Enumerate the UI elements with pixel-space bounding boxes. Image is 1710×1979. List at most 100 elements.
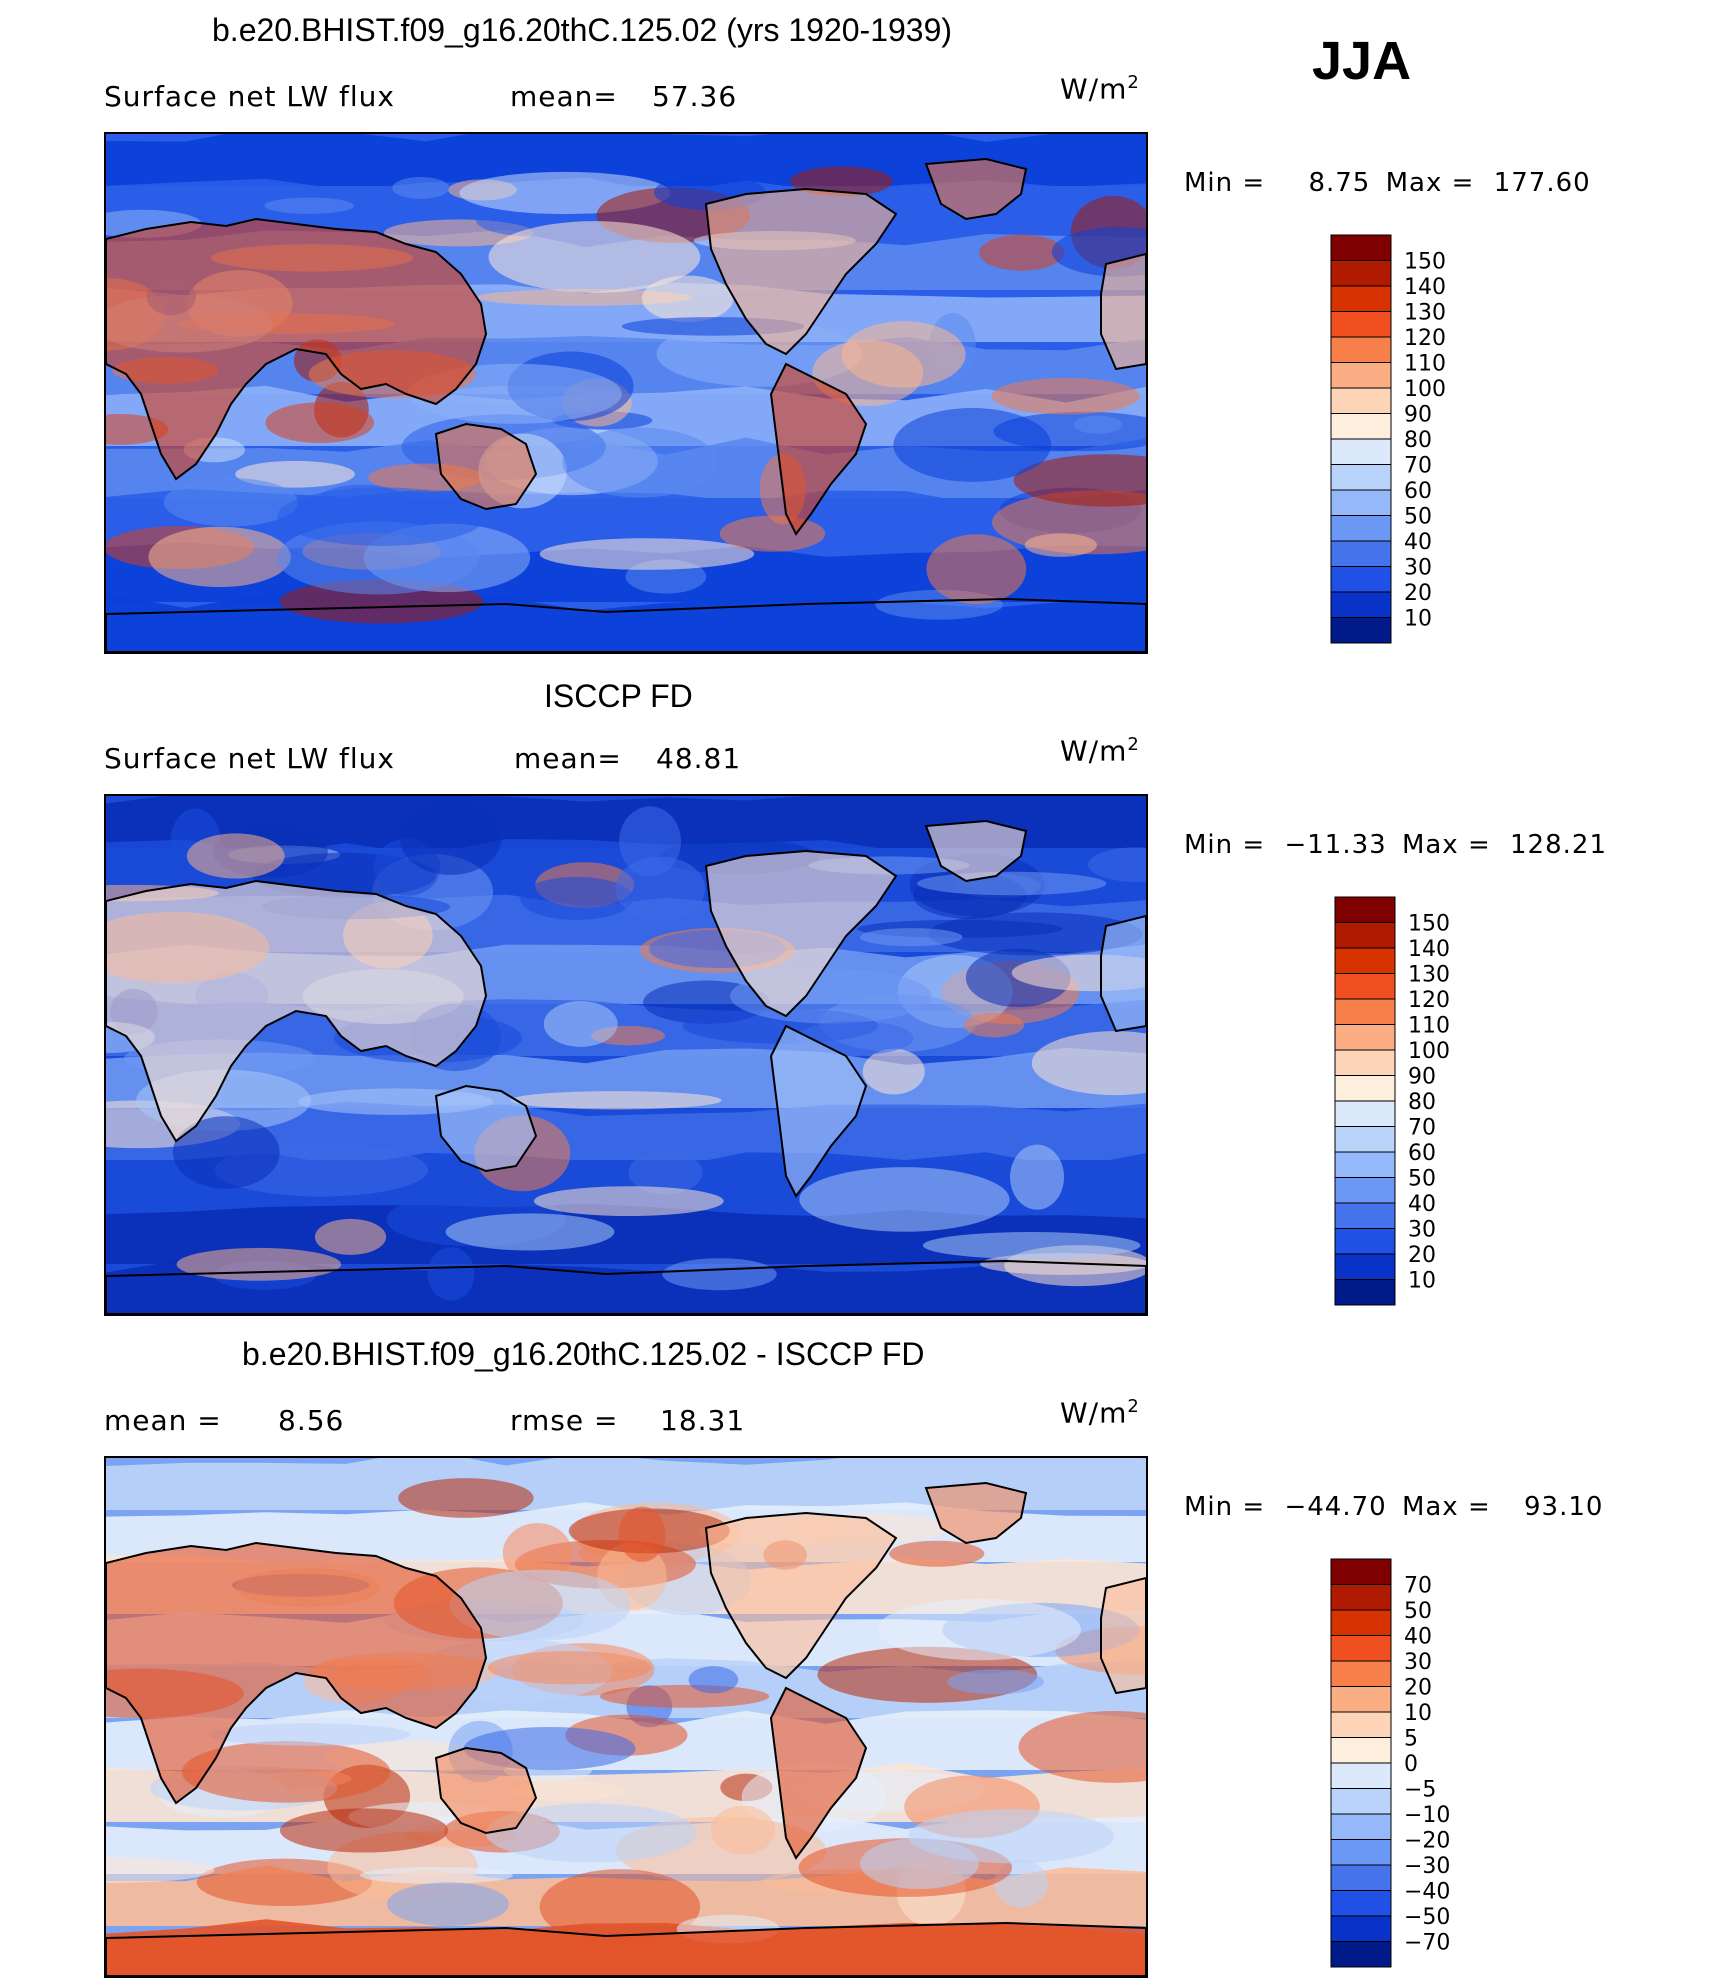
colorbar-tick-label: 50: [1408, 1167, 1436, 1192]
colorbar-swatch: [1330, 311, 1392, 338]
map-field-blob: [172, 1116, 280, 1189]
panel1-max-value: 177.60: [1493, 168, 1591, 198]
coastline: [1100, 914, 1146, 1033]
colorbar-swatch: [1330, 591, 1392, 618]
colorbar-swatch: [1330, 1788, 1392, 1815]
map-field-blob: [277, 487, 486, 546]
map-field-blob: [1031, 1031, 1146, 1096]
map-field-blob: [181, 1741, 391, 1803]
map-field-blob: [1013, 454, 1146, 507]
colorbar-swatch: [1334, 1177, 1396, 1204]
colorbar-swatch: [1334, 1151, 1396, 1178]
panel3-max-value: 93.10: [1524, 1492, 1604, 1522]
map-land-field: [1101, 254, 1146, 369]
panel2-mean-label: mean=: [514, 742, 622, 775]
colorbar-swatch: [1334, 1253, 1396, 1280]
map-field-blob: [265, 402, 375, 444]
map-field-band: [106, 1458, 1146, 1510]
map-land-field: [436, 1086, 536, 1171]
map-field-blob: [485, 1803, 697, 1863]
map-field-blob: [476, 289, 693, 306]
colorbar-swatch: [1330, 1686, 1392, 1713]
coastline: [924, 1481, 1028, 1545]
colorbar-tick-label: 90: [1404, 403, 1432, 428]
colorbar-swatch: [1330, 1864, 1392, 1891]
colorbar-tick-label: 20: [1408, 1243, 1436, 1268]
map-field-blob: [539, 538, 755, 570]
colorbar-tick-label: 100: [1404, 377, 1446, 402]
panel1-max-label: Max =: [1385, 168, 1475, 198]
map-field-blob: [991, 377, 1140, 415]
colorbar-tick-label: 140: [1408, 937, 1450, 962]
panel1-colorbar: 150 140 130 120 110 100 90 80 70 60 50 40 30 20 10: [1330, 234, 1490, 646]
colorbar-tick-label: −20: [1404, 1829, 1450, 1854]
colorbar-swatch: [1334, 1202, 1396, 1229]
panel2-variable-label: Surface net LW flux: [104, 742, 395, 775]
coastline: [704, 1511, 898, 1680]
colorbar-tick-label: 70: [1404, 454, 1432, 479]
map-field-blob: [1024, 533, 1097, 557]
map-field-blob: [314, 1218, 387, 1255]
colorbar-tick-label: 40: [1404, 530, 1432, 555]
panel2-min-value: −11.33: [1284, 830, 1387, 860]
colorbar-swatch: [1330, 234, 1392, 261]
panel1-units: W/m2: [1060, 72, 1140, 106]
colorbar-swatch: [1330, 1762, 1392, 1789]
panel2-map-svg: [106, 796, 1146, 1314]
colorbar-swatch: [1334, 1126, 1396, 1153]
colorbar-swatch: [1334, 1024, 1396, 1051]
coastline: [704, 187, 898, 356]
panel2-max-value: 128.21: [1510, 830, 1607, 860]
map-field-blob: [893, 408, 1052, 482]
map-field-blob: [979, 234, 1065, 271]
map-field-blob: [889, 1540, 985, 1567]
panel3-title: b.e20.BHIST.f09_g16.20thC.125.02 - ISCCP…: [242, 1336, 925, 1372]
colorbar-swatch: [1330, 1660, 1392, 1687]
coastline: [769, 362, 868, 536]
panel2-min-label: Min =: [1184, 830, 1266, 860]
coastline: [704, 849, 898, 1018]
map-field-blob: [662, 1258, 777, 1291]
map-field-blob: [279, 1808, 449, 1853]
coastline: [1100, 1576, 1146, 1695]
colorbar-tick-label: 110: [1408, 1014, 1450, 1039]
colorbar-tick-label: −50: [1404, 1905, 1450, 1930]
panel3-rmse-value: 18.31: [660, 1404, 746, 1437]
colorbar-swatch: [1330, 438, 1392, 465]
coastline: [924, 157, 1028, 221]
panel3-max-label: Max =: [1401, 1492, 1491, 1522]
colorbar-swatch: [1334, 922, 1396, 949]
colorbar-swatch: [1330, 1711, 1392, 1738]
colorbar-swatch: [1330, 1635, 1392, 1662]
map-field-blob: [877, 1598, 1081, 1661]
map-field-blob: [543, 1001, 618, 1047]
panel3-mean-value: 8.56: [278, 1404, 345, 1437]
panel2-title: ISCCP FD: [544, 678, 693, 714]
coastline: [106, 1259, 1146, 1314]
colorbar-swatch: [1334, 1279, 1396, 1306]
colorbar-tick-label: 80: [1404, 428, 1432, 453]
panel2-units: W/m2: [1060, 734, 1140, 768]
colorbar-swatch: [1330, 1839, 1392, 1866]
colorbar-tick-label: 60: [1408, 1141, 1436, 1166]
colorbar-tick-label: 50: [1404, 505, 1432, 530]
map-field-blob: [488, 221, 701, 293]
map-field-blob: [449, 1569, 631, 1641]
colorbar-swatch: [1330, 1584, 1392, 1611]
colorbar-swatch: [1330, 489, 1392, 516]
coastline: [924, 819, 1028, 883]
colorbar-swatch: [1334, 1228, 1396, 1255]
panel3-mean-label: mean =: [104, 1404, 222, 1437]
panel3-min-label: Min =: [1184, 1492, 1266, 1522]
colorbar-swatch: [1334, 1049, 1396, 1076]
panel1-mean-value: 57.36: [652, 80, 738, 113]
panel1-min-label: Min =: [1184, 168, 1266, 198]
map-field-blob: [399, 801, 502, 875]
colorbar-tick-label: −40: [1404, 1880, 1450, 1905]
map-field-blob: [264, 197, 354, 214]
colorbar-tick-label: 10: [1408, 1269, 1436, 1294]
map-field-blob: [628, 1150, 703, 1195]
panel3-rmse-label: rmse =: [510, 1404, 619, 1437]
panel2-mean-value: 48.81: [656, 742, 742, 775]
